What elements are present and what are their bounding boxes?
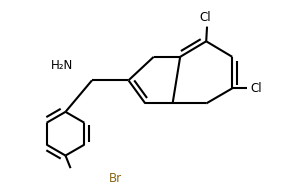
Text: Cl: Cl	[251, 82, 263, 95]
Text: H₂N: H₂N	[50, 59, 73, 72]
Text: Cl: Cl	[199, 11, 211, 24]
Text: Br: Br	[109, 172, 122, 185]
